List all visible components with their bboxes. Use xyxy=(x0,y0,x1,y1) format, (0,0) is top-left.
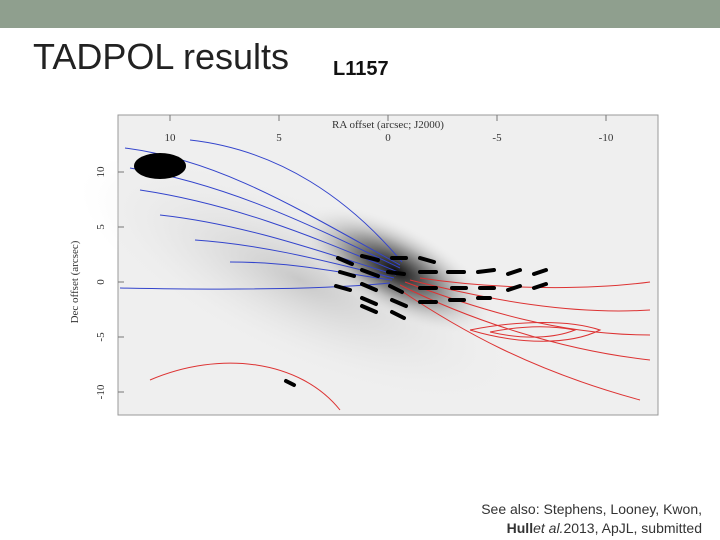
et-al: et al. xyxy=(533,520,564,536)
y-tick-label: 10 xyxy=(95,166,107,178)
author: Hull xyxy=(506,520,534,536)
y-tick-label: -5 xyxy=(95,332,107,342)
footnote-line: Hullet al.2013, ApJL, submitted xyxy=(481,519,702,538)
red-contours xyxy=(149,277,651,411)
slide-subtitle: L1157 xyxy=(333,58,389,80)
beam xyxy=(134,153,186,179)
core xyxy=(295,204,495,336)
top-bar xyxy=(0,0,720,28)
blue-contours xyxy=(119,139,403,290)
citation: 2013, ApJL, submitted xyxy=(563,520,702,536)
footnote-line: See also: Stephens, Looney, Kwon, xyxy=(481,501,702,517)
x-tick-label: 0 xyxy=(385,132,391,144)
y-tick-label: -10 xyxy=(95,384,107,399)
polarization-vectors xyxy=(284,254,548,387)
x-axis-label: RA offset (arcsec; J2000) xyxy=(332,119,444,131)
y-axis-label: Dec offset (arcsec) xyxy=(69,240,81,323)
haze xyxy=(79,155,521,405)
x-tick-label: -10 xyxy=(599,132,614,144)
x-tick-label: 10 xyxy=(165,132,177,144)
y-tick-label: 0 xyxy=(95,279,107,285)
slide-title: TADPOL results xyxy=(33,36,290,77)
x-tick-label: 5 xyxy=(276,132,282,144)
y-tick-label: 5 xyxy=(95,224,107,230)
footnote: See also: Stephens, Looney, Kwon, Hullet… xyxy=(481,500,702,538)
x-tick-label: -5 xyxy=(492,132,502,144)
